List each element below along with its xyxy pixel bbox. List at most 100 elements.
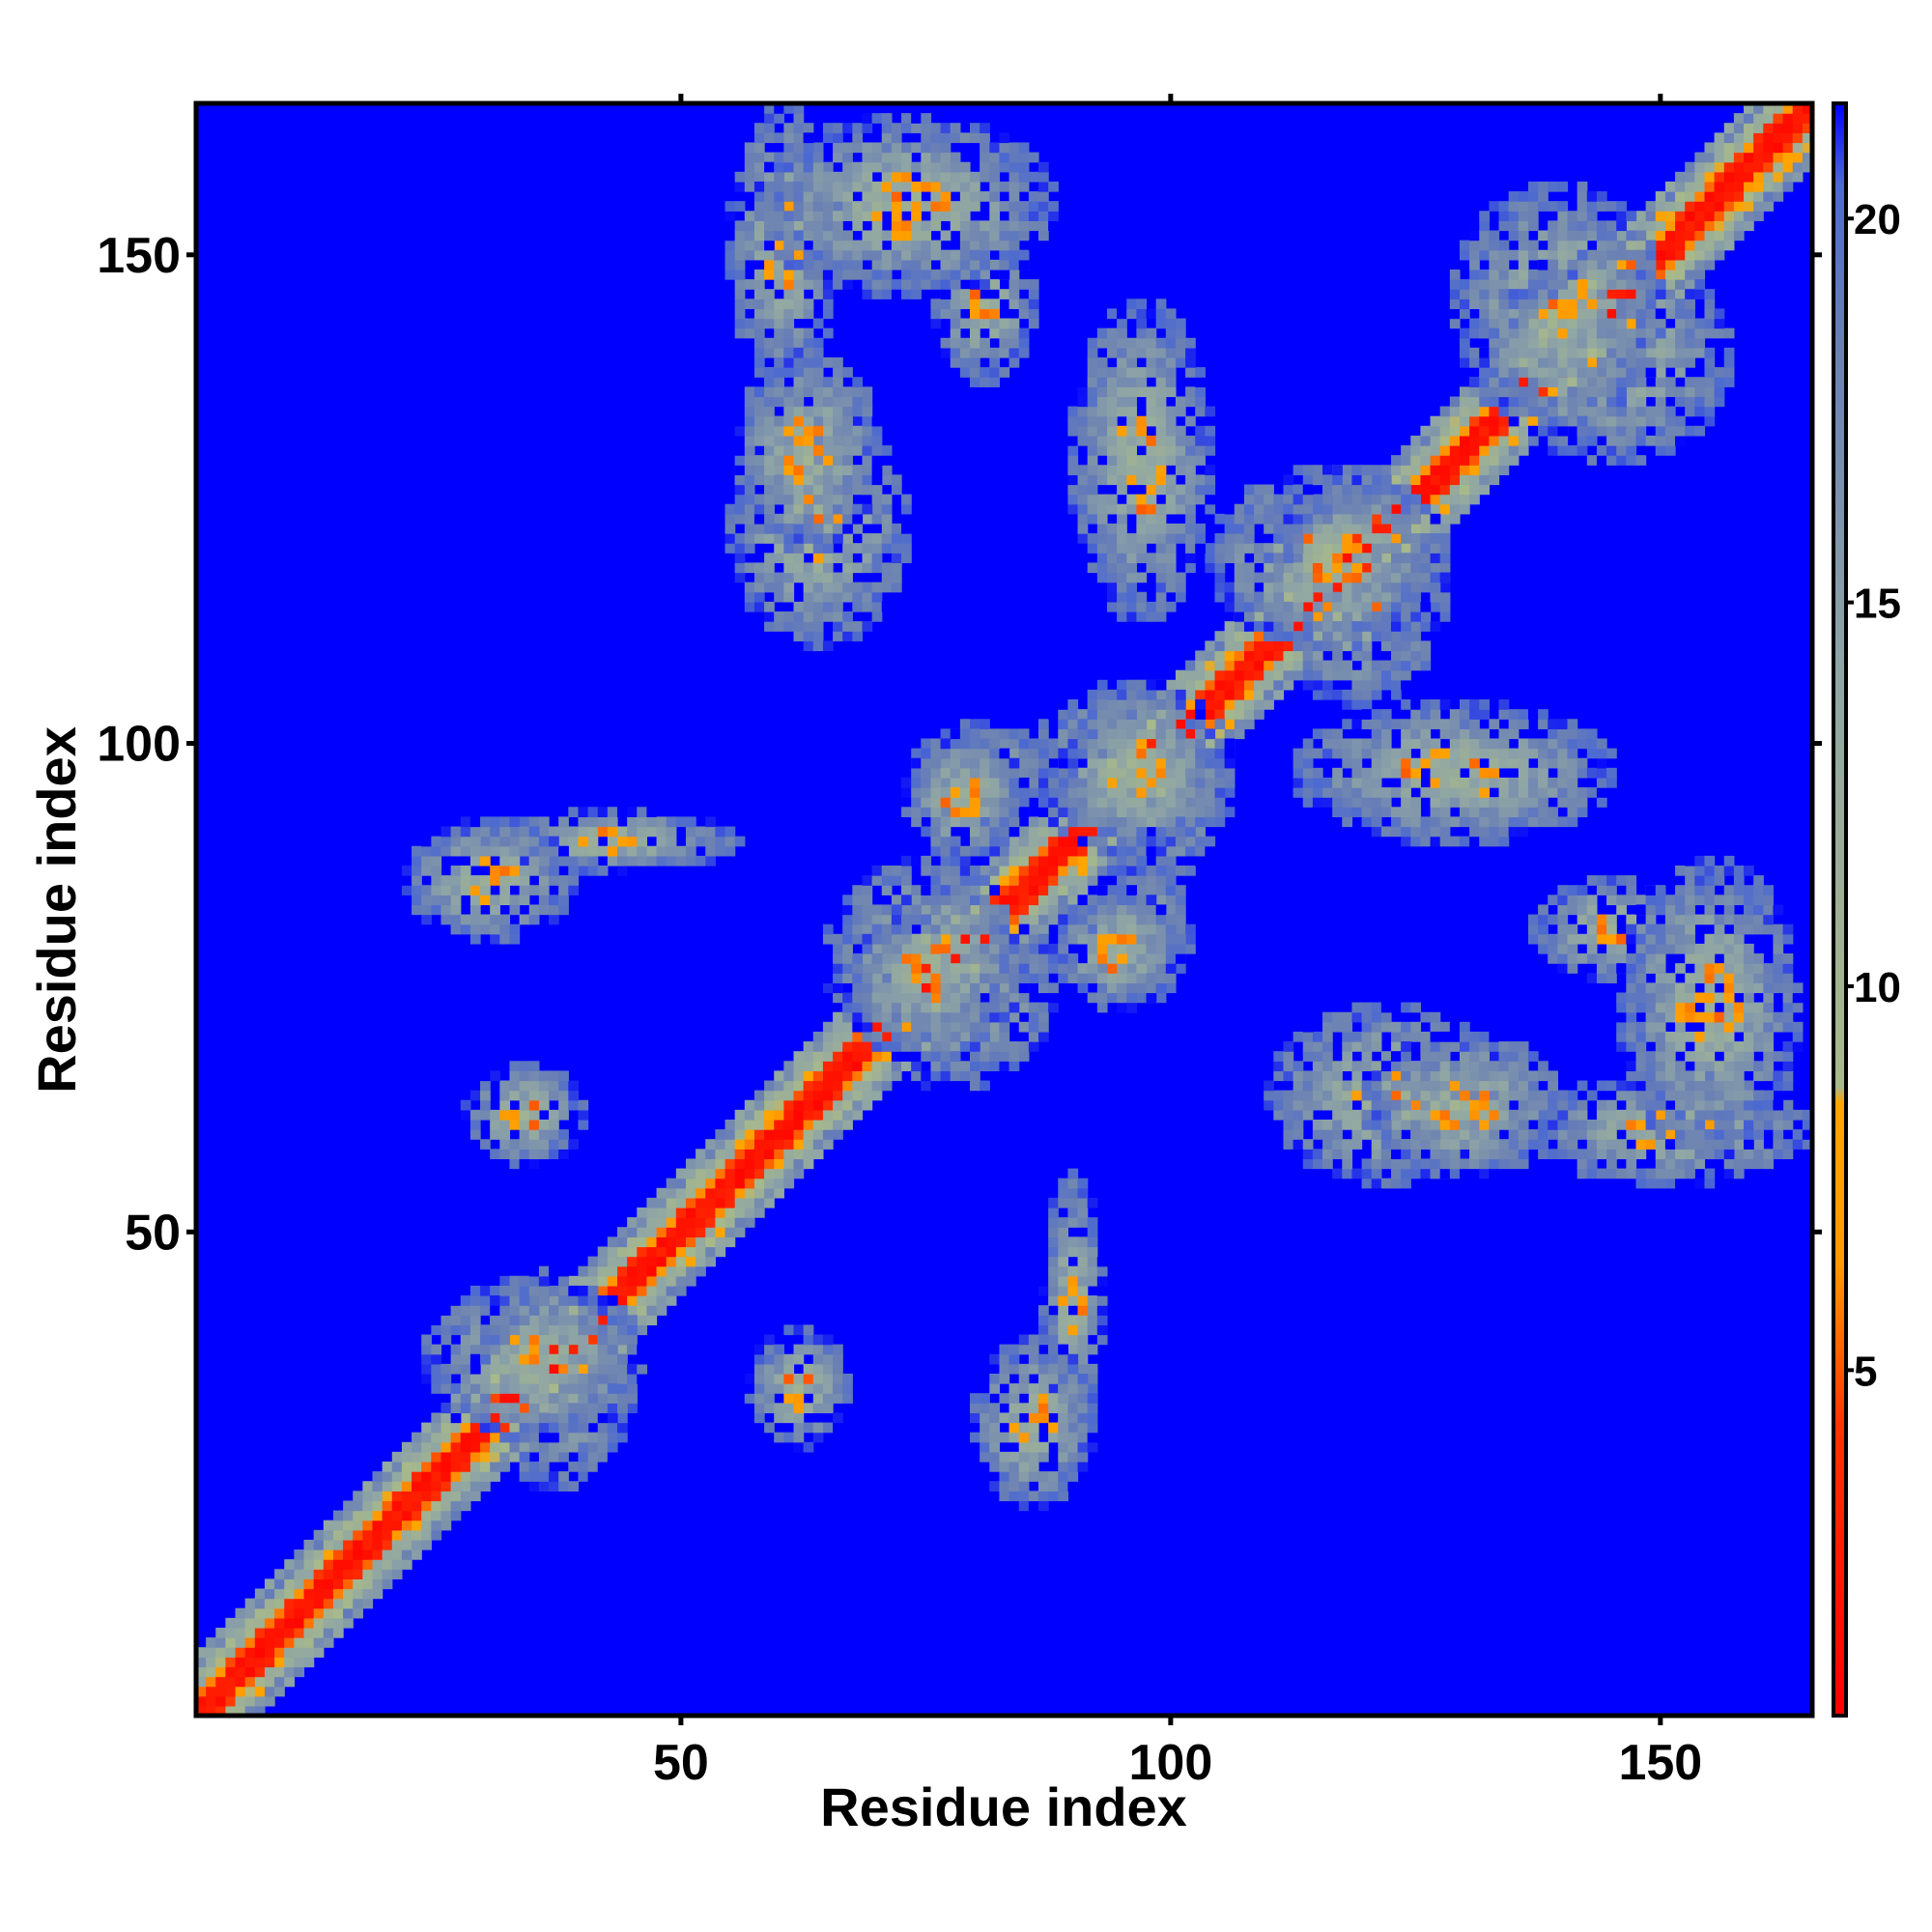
heatmap-cell: [1067, 836, 1079, 847]
heatmap-cell: [1498, 269, 1510, 280]
heatmap-cell: [509, 1315, 521, 1325]
heatmap-cell: [1489, 455, 1500, 466]
heatmap-cell: [460, 1373, 471, 1384]
heatmap-cell: [627, 816, 638, 828]
heatmap-cell: [1037, 807, 1049, 818]
heatmap-cell: [1401, 679, 1411, 691]
heatmap-cell: [519, 1393, 530, 1404]
heatmap-cell: [1058, 699, 1069, 710]
heatmap-cell: [1312, 679, 1323, 691]
heatmap-cell: [724, 826, 736, 838]
heatmap-cell: [1077, 1462, 1089, 1472]
heatmap-cell: [871, 963, 883, 974]
heatmap-cell: [1548, 230, 1558, 242]
heatmap-cell: [1616, 230, 1627, 242]
heatmap-cell: [509, 1275, 521, 1287]
heatmap-cell: [1675, 415, 1686, 427]
heatmap-cell: [783, 1149, 795, 1160]
heatmap-cell: [1645, 259, 1657, 270]
heatmap-cell: [1489, 279, 1500, 290]
heatmap-cell: [1635, 240, 1647, 251]
heatmap-cell: [1685, 181, 1695, 192]
heatmap-cell: [921, 1021, 932, 1033]
heatmap-cell: [1439, 435, 1451, 446]
heatmap-cell: [1342, 474, 1353, 486]
heatmap-cell: [1048, 855, 1059, 867]
heatmap-cell: [881, 1021, 893, 1033]
heatmap-cell: [1361, 611, 1373, 622]
heatmap-cell: [1616, 396, 1627, 408]
heatmap-cell: [1077, 875, 1089, 886]
heatmap-cell: [450, 1315, 462, 1325]
heatmap-cell: [1067, 1422, 1079, 1434]
heatmap-cell: [1744, 220, 1754, 232]
heatmap-cell: [1224, 513, 1236, 525]
heatmap-cell: [1439, 484, 1451, 496]
heatmap-cell: [1664, 201, 1676, 212]
heatmap-cell: [450, 1295, 462, 1306]
heatmap-cell: [862, 973, 873, 983]
heatmap-cell: [970, 1412, 980, 1424]
heatmap-cell: [970, 1080, 980, 1092]
heatmap-cell: [871, 1061, 883, 1071]
heatmap-cell: [391, 1451, 403, 1463]
heatmap-cell: [959, 1031, 971, 1042]
heatmap-cell: [558, 1139, 569, 1150]
heatmap-cell: [1351, 543, 1363, 554]
heatmap-cell: [206, 1686, 216, 1697]
heatmap-cell: [1302, 533, 1314, 544]
heatmap-cell: [1243, 621, 1255, 632]
heatmap-cell: [1205, 777, 1216, 788]
heatmap-cell: [1322, 640, 1333, 652]
heatmap-cell: [1586, 298, 1598, 310]
heatmap-cell: [1195, 797, 1206, 808]
heatmap-cell: [753, 1109, 765, 1121]
heatmap-cell: [362, 1559, 374, 1570]
heatmap-cell: [568, 1481, 580, 1492]
heatmap-cell: [1224, 601, 1236, 612]
heatmap-cell: [930, 1070, 942, 1082]
heatmap-cell: [1577, 356, 1588, 368]
heatmap-cell: [637, 1256, 648, 1267]
heatmap-cell: [382, 1549, 393, 1560]
heatmap-cell: [1694, 425, 1706, 437]
heatmap-cell: [1479, 240, 1490, 251]
heatmap-cell: [1479, 298, 1490, 310]
heatmap-cell: [1058, 719, 1069, 729]
heatmap-cell: [1185, 826, 1196, 838]
heatmap-cell: [1234, 669, 1245, 681]
heatmap-cell: [254, 1607, 266, 1619]
heatmap-cell: [1018, 1451, 1030, 1463]
heatmap-cell: [1037, 875, 1049, 886]
heatmap-cell: [578, 855, 589, 867]
heatmap-cell: [597, 1315, 609, 1325]
heatmap-cell: [1469, 474, 1480, 486]
heatmap-cell: [999, 865, 1010, 876]
heatmap-cell: [1254, 572, 1264, 583]
heatmap-cell: [519, 1353, 530, 1365]
heatmap-cell: [803, 1080, 814, 1092]
heatmap-cell: [480, 1109, 491, 1121]
heatmap-cell: [1018, 895, 1030, 906]
heatmap-cell: [215, 1627, 227, 1638]
heatmap-cell: [1714, 142, 1725, 154]
heatmap-cell: [509, 895, 521, 906]
heatmap-cell: [989, 914, 1001, 925]
heatmap-cell: [1087, 1412, 1098, 1424]
heatmap-cell: [1577, 191, 1588, 202]
heatmap-cell: [558, 1412, 569, 1424]
heatmap-cell: [891, 875, 902, 886]
heatmap-cell: [1714, 308, 1725, 320]
heatmap-cell: [656, 826, 668, 838]
heatmap-cell: [1165, 728, 1177, 740]
heatmap-cell: [469, 1315, 481, 1325]
heatmap-cell: [656, 845, 668, 857]
heatmap-cell: [881, 943, 893, 954]
heatmap-cell: [1508, 327, 1520, 339]
heatmap-cell: [1067, 826, 1079, 838]
heatmap-cell: [1048, 1432, 1059, 1443]
heatmap-cell: [549, 914, 559, 925]
heatmap-cell: [1744, 142, 1754, 154]
heatmap-cell: [1459, 337, 1470, 349]
heatmap-cell: [1117, 699, 1127, 710]
